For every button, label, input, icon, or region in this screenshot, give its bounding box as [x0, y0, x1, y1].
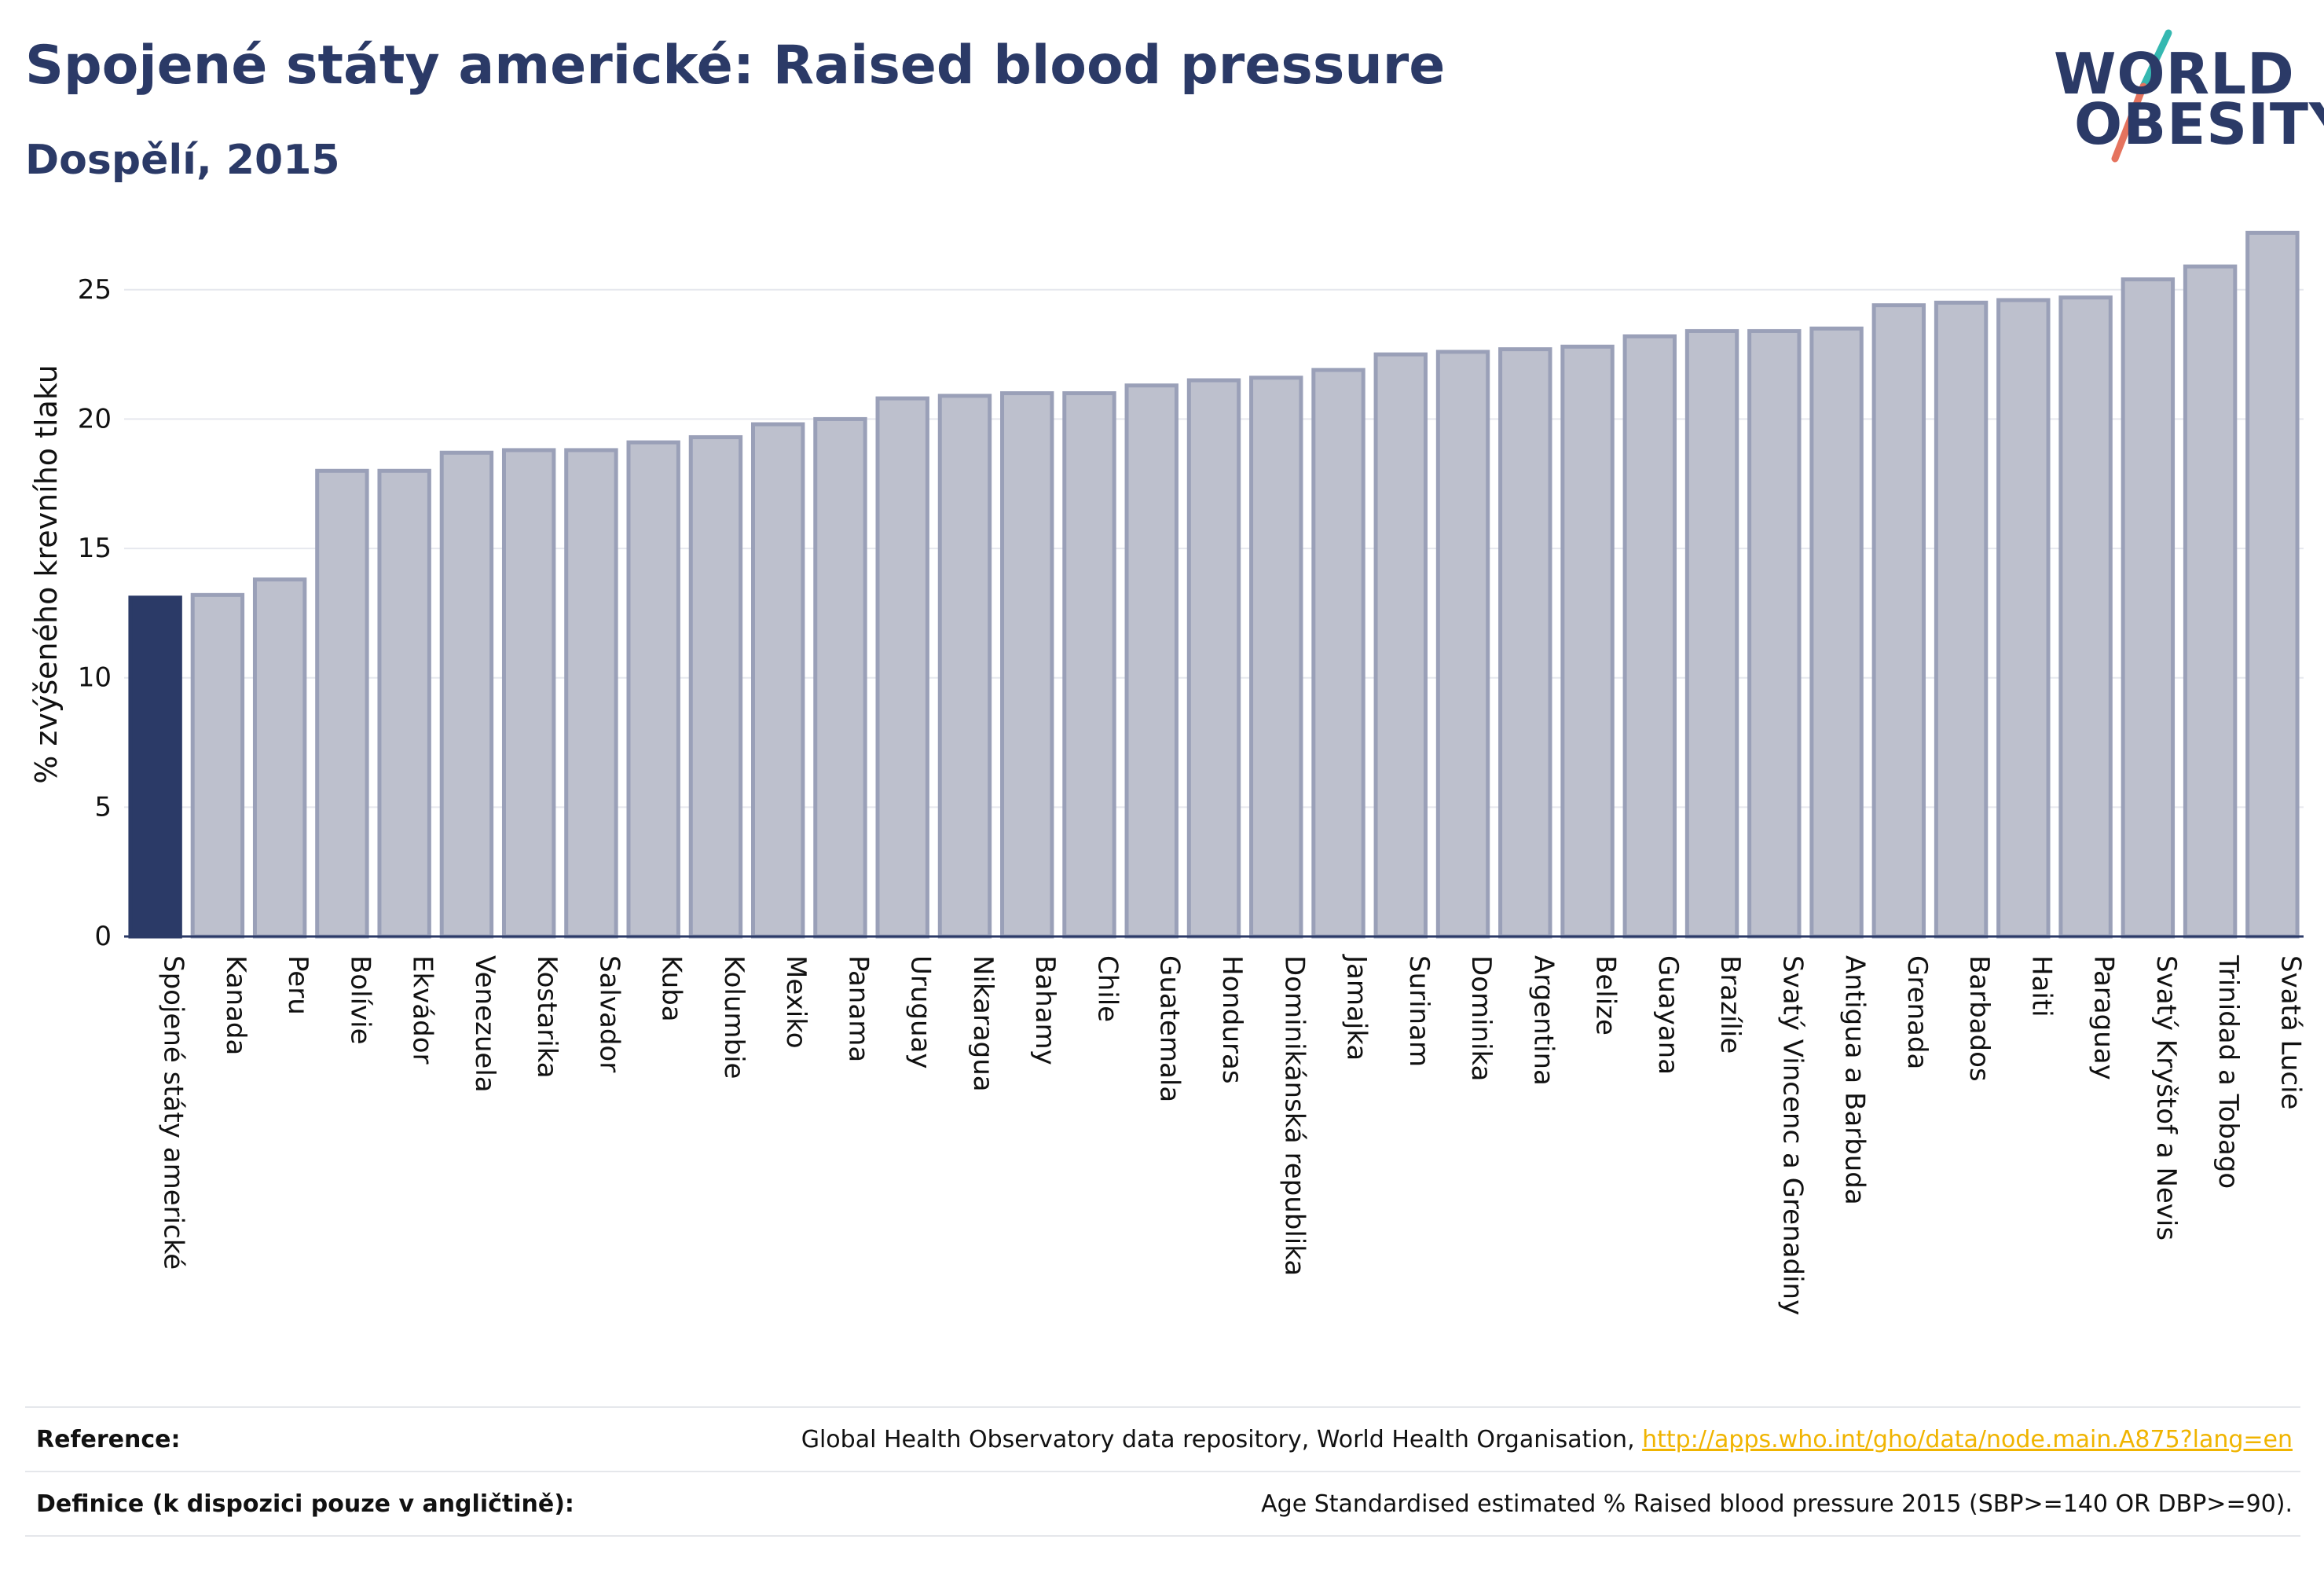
x-tick-label: Venezuela [469, 955, 500, 1093]
bar-chart: 0 5 10 15 20 25 Spojené státy americké Kanada P… [29, 230, 2307, 1315]
x-tick-label: Surinam [1403, 955, 1435, 1067]
x-tick-label: Svatý Vincenc a Grenadiny [1776, 955, 1808, 1315]
x-tick-label: Grenada [1901, 955, 1933, 1069]
bar [315, 468, 369, 939]
x-tick-label: Bahamy [1029, 955, 1061, 1065]
bar [1062, 391, 1116, 939]
y-tick-label: 25 [78, 274, 112, 306]
bar [2058, 295, 2113, 939]
x-tick-label: Ekvádor [407, 955, 438, 1065]
bar [750, 422, 805, 939]
definition-value: Age Standardised estimated % Raised bloo… [1261, 1490, 2293, 1518]
world-obesity-logo: WORLD OBESITY [2051, 24, 2324, 169]
x-tick-label: Kuba [656, 955, 687, 1022]
bar [128, 596, 182, 939]
bar [1000, 391, 1054, 939]
y-axis-ticks: 0 5 10 15 20 25 [78, 274, 112, 952]
x-tick-label: Dominikánská republika [1278, 955, 1310, 1276]
y-tick-label: 10 [78, 662, 112, 694]
y-axis-label: % zvýšeného krevního tlaku [29, 365, 64, 784]
x-tick-label: Spojené státy americké [158, 955, 189, 1270]
bar [1809, 326, 1864, 939]
x-tick-label: Svatá Lucie [2275, 955, 2306, 1109]
bar [1311, 368, 1365, 939]
bar [1934, 300, 1989, 939]
x-tick-label: Mexiko [780, 955, 812, 1049]
x-tick-label: Uruguay [905, 955, 937, 1069]
bar [564, 448, 618, 939]
bar [813, 416, 867, 939]
x-tick-label: Guayana [1652, 955, 1684, 1075]
bar [252, 577, 307, 939]
x-tick-label: Bolívie [344, 955, 376, 1045]
y-tick-label: 0 [94, 921, 112, 952]
definition-label: Definice (k dispozici pouze v angličtině… [36, 1490, 574, 1518]
reference-row: Reference: Global Health Observatory dat… [25, 1406, 2300, 1471]
x-tick-label: Dominika [1465, 955, 1497, 1081]
bar [1435, 350, 1490, 939]
x-tick-label: Kolumbie [718, 955, 750, 1079]
bar [190, 592, 245, 939]
bar [937, 394, 992, 939]
definition-row: Definice (k dispozici pouze v angličtině… [25, 1471, 2300, 1537]
y-tick-label: 15 [78, 533, 112, 564]
reference-value: Global Health Observatory data repositor… [801, 1426, 2300, 1453]
logo-text-obesity: OBESITY [2074, 91, 2324, 157]
reference-table: Reference: Global Health Observatory dat… [25, 1406, 2300, 1537]
bar [875, 396, 929, 939]
logo-slash-icon [2111, 29, 2172, 163]
x-tick-label: Barbados [1963, 955, 1995, 1082]
bar [1622, 334, 1677, 939]
bar [2121, 277, 2176, 939]
bar [2245, 230, 2300, 939]
bar [1560, 344, 1615, 939]
x-tick-label: Panama [842, 955, 874, 1062]
chart-title: Spojené státy americké: Raised blood pre… [25, 35, 1446, 97]
reference-text: Global Health Observatory data repositor… [801, 1425, 1643, 1453]
x-tick-label: Kanada [220, 955, 251, 1055]
bar [1373, 352, 1428, 939]
bar [1186, 378, 1241, 939]
bar [439, 450, 494, 939]
x-tick-label: Trinidad a Tobago [2212, 955, 2244, 1189]
reference-label: Reference: [36, 1425, 181, 1453]
bar [688, 434, 743, 939]
x-tick-label: Svatý Kryštof a Nevis [2150, 955, 2182, 1241]
y-tick-label: 5 [94, 791, 112, 823]
logo-text-world: WORLD [2054, 41, 2295, 107]
x-tick-label: Guatemala [1154, 955, 1186, 1102]
bar [1684, 328, 1739, 939]
bar [2183, 264, 2238, 939]
x-tick-label: Kostarika [531, 955, 563, 1079]
x-tick-label: Argentina [1527, 955, 1559, 1086]
x-tick-label: Brazílie [1714, 955, 1746, 1054]
reference-link[interactable]: http://apps.who.int/gho/data/node.main.A… [1642, 1425, 2293, 1453]
x-tick-label: Peru [282, 955, 313, 1015]
y-tick-label: 20 [78, 403, 112, 434]
bar [1871, 303, 1926, 939]
x-tick-label: Belize [1590, 955, 1622, 1035]
bar [1747, 328, 1802, 939]
x-tick-label: Haiti [2025, 955, 2057, 1017]
bars [128, 230, 2300, 939]
x-tick-label: Salvador [593, 955, 625, 1072]
bar [1498, 347, 1552, 939]
bar [501, 448, 556, 939]
chart-subtitle: Dospělí, 2015 [25, 137, 340, 184]
bar [626, 440, 680, 939]
x-tick-label: Chile [1091, 955, 1123, 1022]
x-tick-label: Paraguay [2088, 955, 2120, 1080]
x-tick-label: Honduras [1216, 955, 1248, 1084]
bar [1996, 298, 2051, 939]
bar [377, 468, 431, 939]
x-tick-label: Antigua a Barbuda [1839, 955, 1871, 1205]
bar [1249, 376, 1303, 939]
bar [1124, 383, 1178, 939]
x-tick-label: Jamajka [1341, 954, 1373, 1061]
x-tick-label: Nikaragua [967, 955, 999, 1092]
x-axis-ticks: Spojené státy americké Kanada Peru Bolívie E… [158, 954, 2307, 1315]
